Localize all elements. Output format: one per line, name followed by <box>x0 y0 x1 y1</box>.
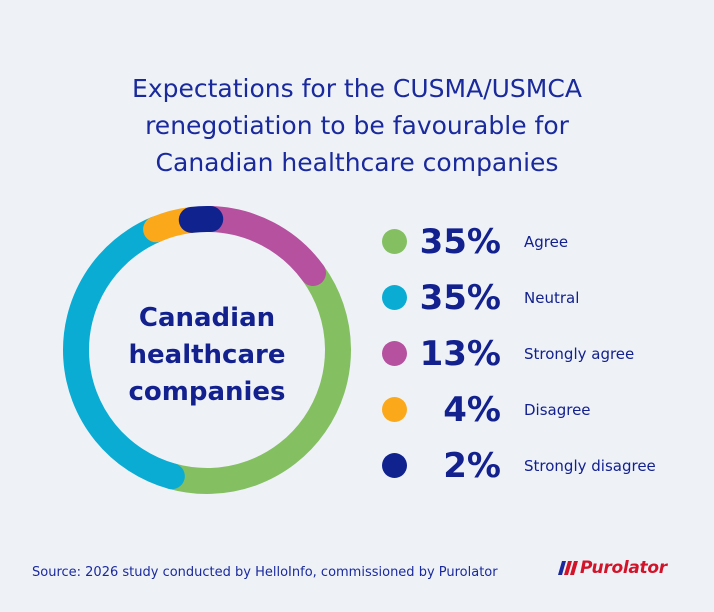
legend-dot <box>382 341 407 366</box>
legend-dot <box>382 229 407 254</box>
legend-dot <box>382 285 407 310</box>
legend-item: 2% Strongly disagree <box>380 446 700 502</box>
legend-label: Strongly agree <box>524 345 635 363</box>
legend-value: 2% <box>443 446 501 486</box>
legend-label: Disagree <box>524 401 591 419</box>
donut-segment-agree <box>158 260 351 494</box>
source-note: Source: 2026 study conducted by HelloInf… <box>32 565 498 580</box>
purolator-logo: Purolator <box>558 558 667 578</box>
legend: 35% Agree 35% Neutral 13% Strongly agree… <box>380 222 700 502</box>
chart-title-line: Canadian healthcare companies <box>155 148 559 177</box>
legend-dot <box>382 397 407 422</box>
donut-segment-strongly-disagree <box>178 206 224 233</box>
chart-title-line: Expectations for the CUSMA/USMCA <box>132 74 582 103</box>
legend-value: 35% <box>419 222 501 262</box>
donut-segment-neutral <box>63 216 185 490</box>
legend-label: Neutral <box>524 289 580 307</box>
logo-text: Purolator <box>580 558 667 578</box>
logo-stripes-icon <box>558 561 578 575</box>
legend-value: 4% <box>443 390 501 430</box>
legend-item: 35% Neutral <box>380 278 700 334</box>
legend-value: 13% <box>419 334 501 374</box>
donut-center-label: Canadian healthcare companies <box>107 300 307 411</box>
chart-title-line: renegotiation to be favourable for <box>145 111 569 140</box>
legend-item: 35% Agree <box>380 222 700 278</box>
donut-segment-strongly-agree <box>197 206 326 286</box>
legend-value: 35% <box>419 278 501 318</box>
legend-label: Strongly disagree <box>524 457 656 475</box>
legend-item: 13% Strongly agree <box>380 334 700 390</box>
chart-title: Expectations for the CUSMA/USMCA renegot… <box>60 70 654 181</box>
legend-item: 4% Disagree <box>380 390 700 446</box>
legend-label: Agree <box>524 233 569 251</box>
center-label-line: Canadian <box>138 303 276 333</box>
center-label-line: companies <box>128 377 286 407</box>
legend-dot <box>382 453 407 478</box>
donut-chart <box>63 206 351 494</box>
center-label-line: healthcare <box>128 340 286 370</box>
